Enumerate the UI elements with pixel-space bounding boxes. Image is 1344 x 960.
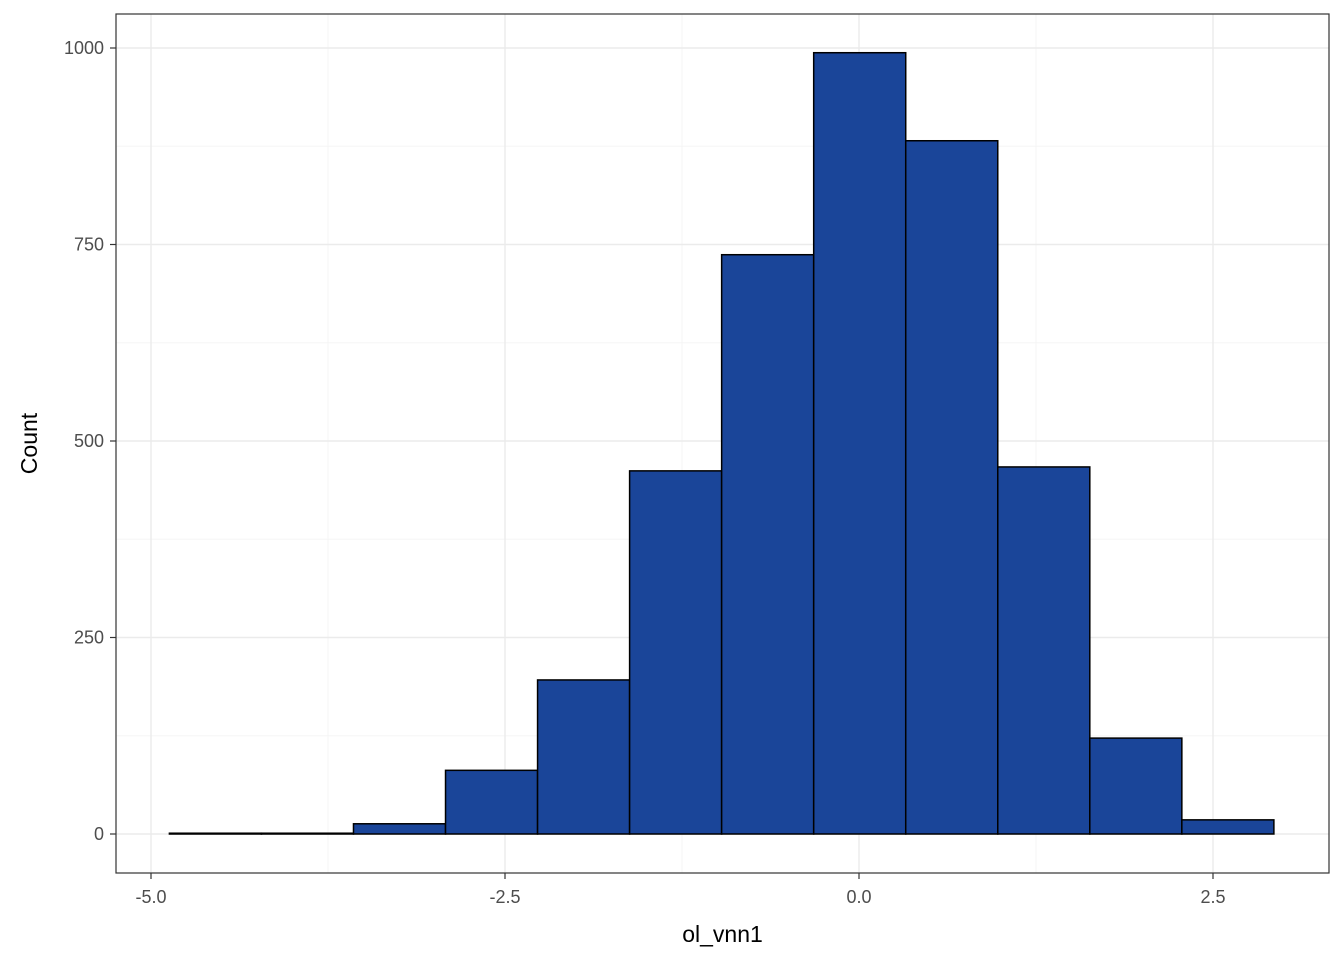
x-axis: -5.0 -2.5 0.0 2.5 bbox=[135, 873, 1226, 907]
y-tick-label: 1000 bbox=[64, 38, 104, 58]
histogram-bar bbox=[628, 470, 723, 835]
histogram-bar bbox=[720, 253, 815, 835]
x-axis-title: ol_vnn1 bbox=[682, 921, 763, 947]
x-tick-label: 0.0 bbox=[846, 887, 871, 907]
y-tick-label: 0 bbox=[94, 824, 104, 844]
histogram-bar bbox=[352, 823, 447, 835]
histogram-bar bbox=[904, 139, 999, 835]
y-axis-title: Count bbox=[16, 412, 42, 474]
x-tick-label: -2.5 bbox=[489, 887, 520, 907]
histogram-bar bbox=[168, 832, 263, 835]
y-tick-label: 500 bbox=[74, 431, 104, 451]
panel-border bbox=[115, 13, 1330, 874]
histogram-bar bbox=[997, 466, 1091, 835]
y-tick-label: 250 bbox=[74, 628, 104, 648]
histogram-bar bbox=[444, 769, 539, 835]
histogram-bar bbox=[536, 679, 631, 835]
x-tick-label: -5.0 bbox=[135, 887, 166, 907]
histogram-bar bbox=[1089, 737, 1183, 835]
histogram-bar bbox=[812, 51, 907, 835]
histogram-bars bbox=[168, 51, 1275, 835]
histogram-bar bbox=[1181, 819, 1275, 835]
y-tick-label: 750 bbox=[74, 235, 104, 255]
x-tick-label: 2.5 bbox=[1200, 887, 1225, 907]
histogram-bar bbox=[260, 832, 355, 835]
y-axis: 0 250 500 750 1000 bbox=[64, 38, 116, 844]
